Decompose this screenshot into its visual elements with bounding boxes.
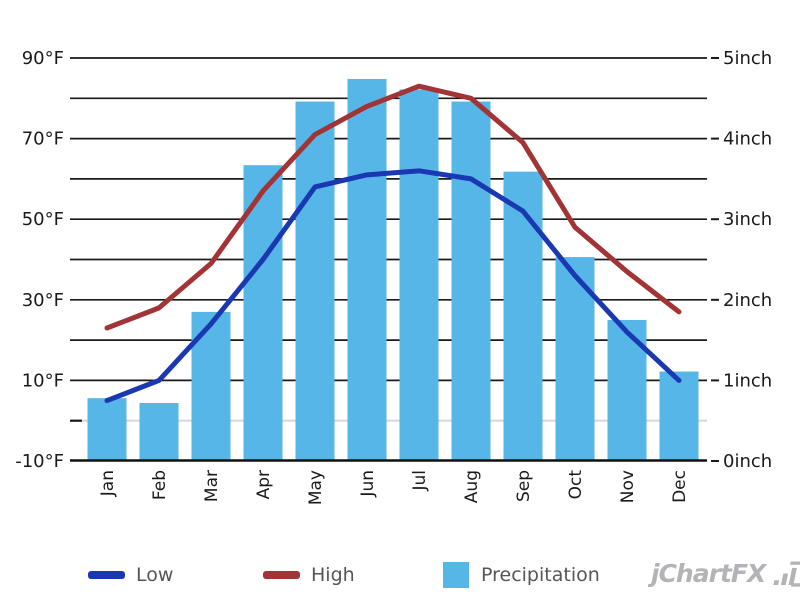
month-label: Mar [202,470,222,502]
month-label: Jun [358,470,378,498]
precipitation-bar [191,311,231,460]
left-axis-label: 90°F [22,48,64,69]
right-axis-label: 5inch [723,48,772,69]
right-axis-label: 1inch [723,370,772,391]
month-label: Jul [410,470,430,492]
precipitation-bar [607,319,647,460]
month-label: May [306,470,326,505]
low-line [104,168,682,404]
low-line-swatch [88,571,125,579]
precipitation-bar [399,89,439,461]
legend-item-low[interactable]: Low [88,560,173,590]
precipitation-bar [503,171,543,460]
right-axis-label: 0inch [723,451,772,472]
right-axis-label: 3inch [723,209,772,230]
month-label: Feb [150,470,170,500]
right-axis-label: 4inch [723,129,772,150]
precipitation-bar [347,78,387,461]
left-axis-label: 70°F [22,129,64,150]
jchartfx-logo-chart-icon [773,561,800,587]
month-label: Jan [98,470,118,497]
high-line [104,83,682,331]
precipitation-bar [659,371,699,460]
precipitation-bar [139,402,179,460]
jchartfx-logo: jChartFX [651,558,800,589]
precipitation-bar [295,101,335,461]
legend-item-precipitation[interactable]: Precipitation [443,560,600,590]
precipitation-bar [87,398,127,460]
precipitation-bar [451,101,491,461]
legend-label-high: High [311,564,355,586]
month-label: Dec [670,470,690,503]
legend-item-high[interactable]: High [263,560,355,590]
left-axis-label: -10°F [15,451,64,472]
precipitation-bar [243,165,283,460]
left-axis-label: 10°F [22,370,64,391]
month-label: Aug [462,470,482,503]
month-label: Apr [254,470,274,499]
month-label: Sep [514,470,534,502]
precipitation-swatch [443,562,469,588]
legend-label-low: Low [136,564,174,586]
climate-chart-plot: 90°F 70°F 50°F 30°F 10°F -10°F 5inch 4inch 3inch… [15,48,772,505]
month-label: Oct [566,470,586,500]
left-axis-label: 30°F [22,290,64,311]
legend-label-precipitation: Precipitation [481,564,600,586]
month-label: Nov [618,470,638,503]
jchartfx-logo-text: jChartFX [651,559,766,588]
left-axis-label: 50°F [22,209,64,230]
high-line-swatch [263,571,300,579]
right-axis-label: 2inch [723,290,772,311]
